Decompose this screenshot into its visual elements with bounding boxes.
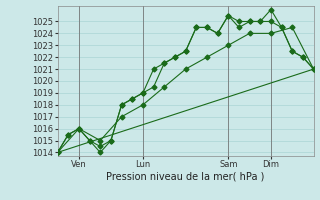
X-axis label: Pression niveau de la mer( hPa ): Pression niveau de la mer( hPa ) xyxy=(107,172,265,182)
